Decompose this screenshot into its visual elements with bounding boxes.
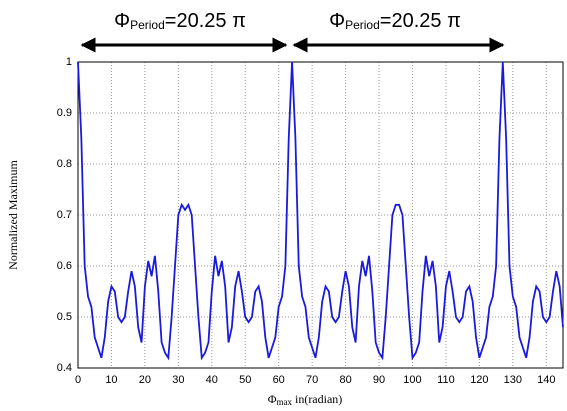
x-axis-label: Φmax in(radian) [268,392,343,407]
x-tick-label: 80 [339,374,351,386]
x-tick-label: 20 [139,374,151,386]
y-axis-label: Normalized Maximum [6,160,20,270]
plot-frame [77,61,564,369]
y-tick-label: 0.8 [57,158,72,170]
x-tick-label: 90 [373,374,385,386]
annotation: ΦPeriod=20.25 π [114,10,246,32]
y-tick-label: 0.5 [57,311,72,323]
x-tick-label: 10 [105,374,117,386]
x-tick-label: 0 [75,374,81,386]
x-tick-label: 110 [437,374,455,386]
x-tick-label: 100 [403,374,421,386]
x-tick-label: 140 [537,374,555,386]
x-tick-label: 130 [504,374,522,386]
data-line [77,61,564,361]
y-tick-label: 1 [66,56,72,68]
x-tick-label: 60 [273,374,285,386]
x-tick-label: 40 [206,374,218,386]
x-tick-label: 50 [239,374,251,386]
annotation: ΦPeriod=20.25 π [329,10,461,32]
y-tick-label: 0.9 [57,107,72,119]
x-tick-label: 120 [470,374,488,386]
x-tick-label: 70 [306,374,318,386]
y-tick-label: 0.4 [57,362,72,374]
y-tick-label: 0.7 [57,209,72,221]
y-tick-label: 0.6 [57,260,72,272]
x-tick-label: 30 [172,374,184,386]
